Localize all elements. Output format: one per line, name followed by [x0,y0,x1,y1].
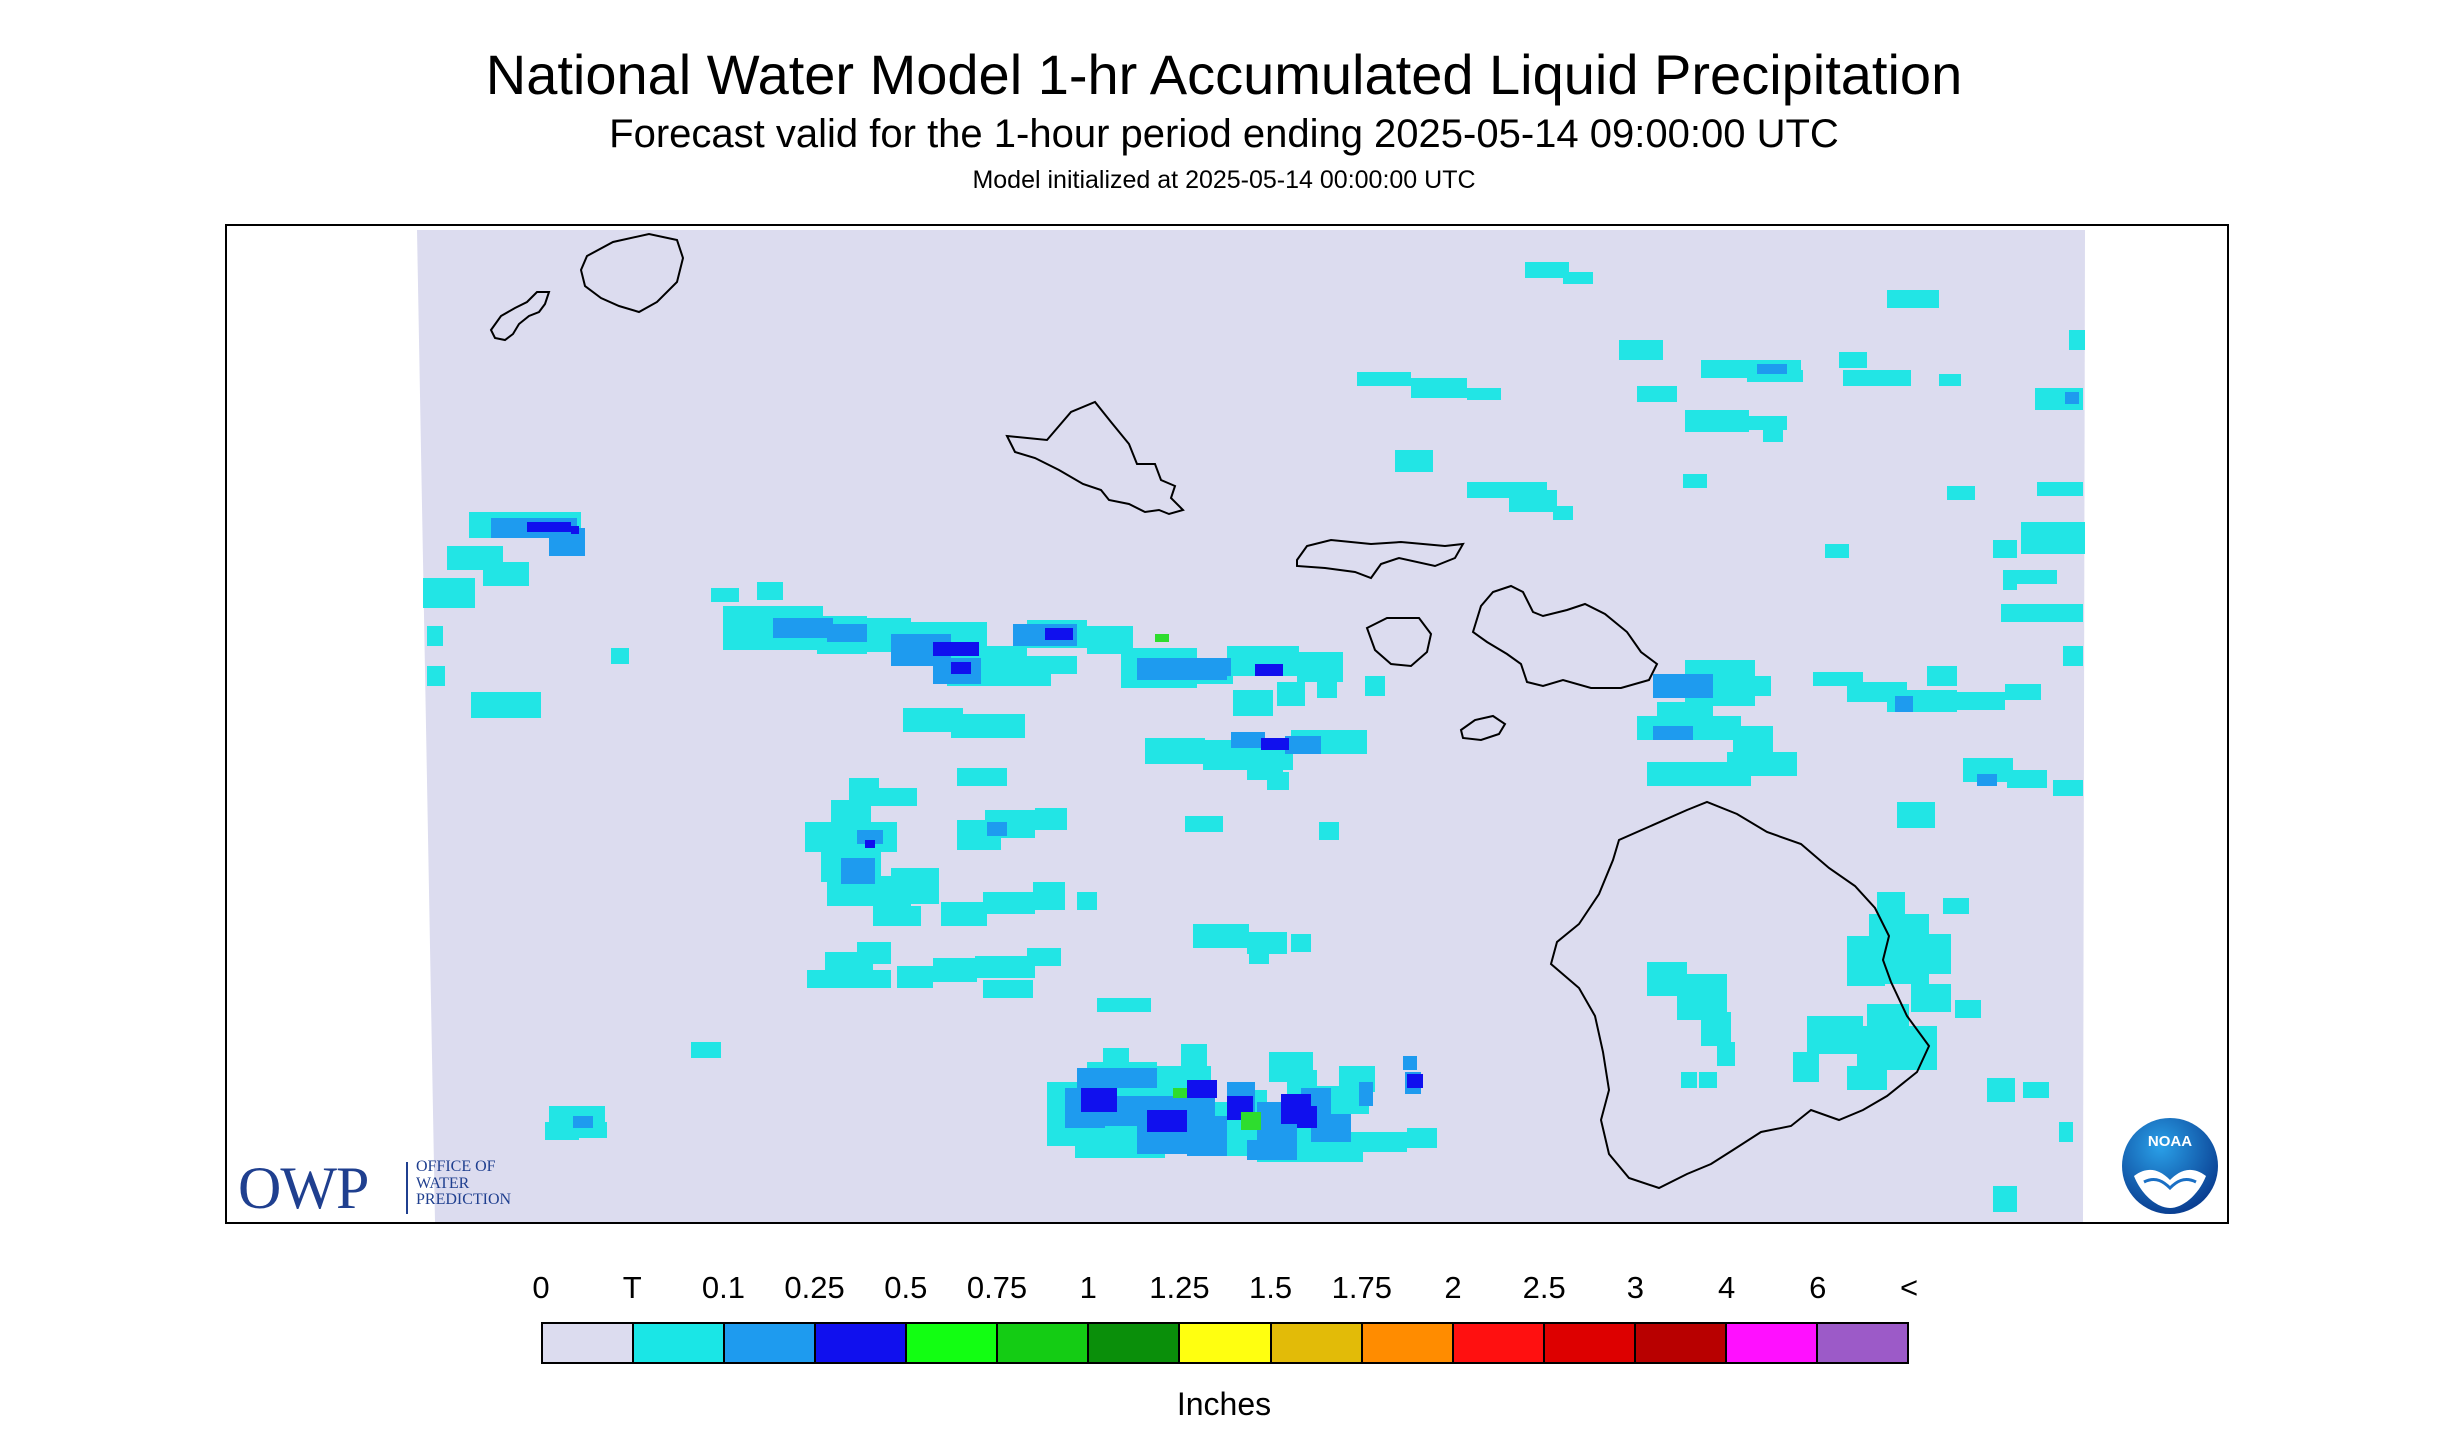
legend-label: 4 [1717,1270,1736,1305]
legend-swatch [1271,1324,1363,1362]
legend-swatch [907,1324,999,1362]
legend-units: Inches [1176,1386,1272,1422]
legend-swatch [1089,1324,1181,1362]
legend-swatch [1635,1324,1727,1362]
island-kauai [579,232,685,314]
legend-label: 0.5 [884,1270,928,1305]
legend-label: 0.75 [966,1270,1028,1305]
owp-logo-divider [406,1162,408,1214]
owp-logo-caption: OFFICE OF WATER PREDICTION [416,1158,512,1209]
island-molokai [1296,538,1465,580]
legend-label: 0.1 [701,1270,745,1305]
legend-label: 1.75 [1331,1270,1392,1305]
noaa-logo: NOAA [2122,1118,2218,1214]
legend-label: 0 [532,1270,550,1305]
island-lanai [1365,617,1433,668]
map-canvas [417,230,2085,1222]
legend-swatch [1817,1324,1907,1362]
coastlines [489,232,1931,1190]
legend-swatch [1362,1324,1454,1362]
owp-logo-line: OFFICE OF [416,1158,496,1175]
precipitation-map [225,224,2229,1224]
map-subtitle: Forecast valid for the 1-hour period end… [609,112,1839,156]
owp-logo: OWP OFFICE OF WATER PREDICTION [238,1156,558,1220]
legend-swatch [725,1324,817,1362]
legend-label: 6 [1809,1270,1827,1305]
island-niihau [489,291,551,342]
legend-swatch [634,1324,726,1362]
legend-label: 1.5 [1249,1270,1293,1305]
legend-swatch [816,1324,908,1362]
legend-swatch [1544,1324,1636,1362]
model-domain [417,230,2085,1222]
map-title: National Water Model 1-hr Accumulated Li… [485,43,1963,106]
island-oahu [1005,400,1185,516]
legend-label: 2.5 [1522,1270,1566,1305]
legend-label: 2 [1444,1270,1462,1305]
legend-swatch [543,1324,635,1362]
island-maui [1471,584,1659,689]
legend-swatch [1726,1324,1818,1362]
island-hawaii [1549,800,1931,1190]
owp-logo-line: PREDICTION [416,1191,512,1208]
legend-label: 0.25 [784,1270,845,1305]
model-init-text: Model initialized at 2025-05-14 00:00:00… [972,166,1476,194]
legend-swatch [1453,1324,1545,1362]
legend-label: < [1899,1270,1919,1305]
legend-swatch [998,1324,1090,1362]
owp-logo-line: WATER [416,1174,470,1192]
noaa-logo-text: NOAA [2148,1133,2192,1150]
legend-labels: 0 T 0.1 0.25 0.5 0.75 1 1.25 1.5 1.75 2 2.5 3 4 6 < [0,1270,2448,1310]
legend-label: 3 [1626,1270,1645,1305]
legend-label: 1.25 [1149,1270,1210,1305]
legend-label: 1 [1079,1270,1097,1305]
owp-logo-text: OWP [238,1155,369,1221]
legend-label: T [622,1270,642,1305]
legend-swatch [1180,1324,1272,1362]
legend-colorbar [541,1322,1909,1364]
precipitation-field [423,262,2085,1212]
island-kahoolawe [1459,714,1507,742]
